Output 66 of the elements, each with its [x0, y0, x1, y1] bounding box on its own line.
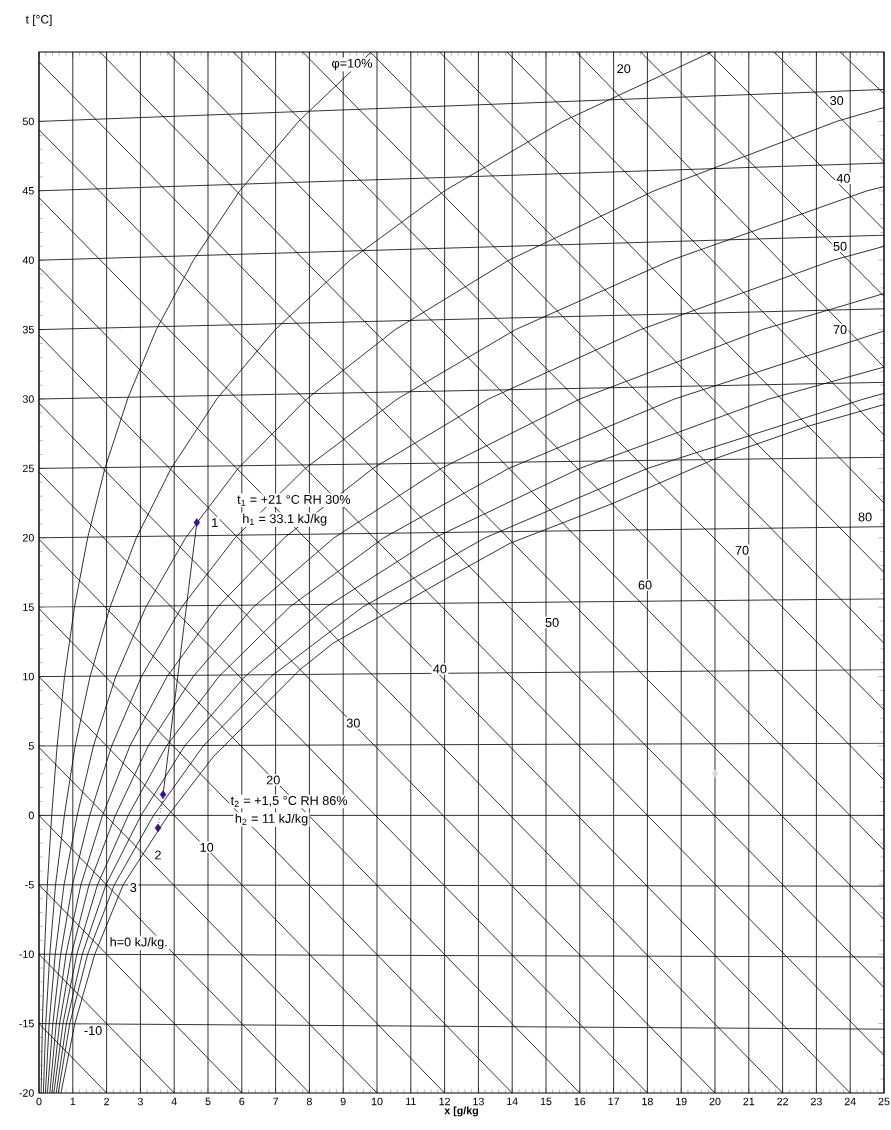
annotation: h$_{2}$ = 11 kJ/kg	[235, 813, 308, 826]
annotation: 60	[638, 580, 652, 590]
annotation: t$_{1}$ = +21 °C RH 30%	[237, 494, 351, 506]
x-tick-label: 8	[306, 1097, 312, 1106]
y-tick-label: -10	[19, 950, 34, 958]
x-tick-label: 1	[70, 1097, 76, 1106]
y-tick-label: -5	[25, 881, 34, 889]
annotation: 30	[346, 718, 360, 728]
annotation: 40	[433, 664, 447, 674]
annotation: 2	[155, 850, 161, 860]
annotation: 20	[617, 64, 631, 74]
annotation: 3	[130, 883, 137, 893]
annotation: t$_{2}$ = +1,5 °C RH 86%	[230, 796, 348, 807]
annotation: 50	[545, 617, 559, 627]
x-tick-label: 23	[811, 1097, 822, 1106]
x-tick-label: 15	[540, 1097, 552, 1106]
annotation: h$_{1}$ = 33.1 kJ/kg	[243, 513, 327, 526]
y-tick-label: 20	[22, 534, 34, 542]
annotation: -10	[84, 1026, 102, 1036]
y-tick-label: 30	[22, 395, 34, 403]
annotation: 70	[833, 325, 847, 335]
annotation: 10	[200, 842, 214, 852]
y-tick-label: 25	[22, 464, 34, 473]
y-tick-label: -20	[19, 1089, 34, 1097]
annotation: φ=10%	[332, 58, 373, 71]
x-tick-label: 17	[608, 1097, 619, 1106]
annotation: 40	[836, 173, 850, 183]
x-tick-label: 7	[273, 1097, 279, 1106]
y-tick-label: 35	[22, 325, 34, 334]
y-tick-label: 45	[22, 187, 34, 195]
x-tick-label: 0	[36, 1097, 42, 1106]
x-tick-label: 12	[439, 1097, 450, 1106]
x-tick-label: 24	[844, 1097, 856, 1106]
x-tick-label: 2	[104, 1097, 110, 1106]
y-tick-label: 10	[23, 672, 34, 681]
x-tick-label: 25	[878, 1097, 890, 1106]
y-tick-label: 15	[23, 603, 34, 611]
x-tick-label: 9	[340, 1097, 346, 1106]
x-tick-label: 18	[642, 1097, 653, 1106]
annotation: 30	[830, 96, 844, 106]
annotation: h=0 kJ/kg.	[110, 937, 167, 949]
x-tick-label: 5	[205, 1097, 211, 1106]
annotation: 50	[833, 241, 847, 251]
annotation: 80	[858, 512, 872, 522]
y-tick-label: -15	[19, 1019, 34, 1028]
y-tick-label: 5	[28, 742, 34, 750]
annotation: 1	[212, 518, 218, 527]
y-axis-title: t [°C]	[25, 14, 52, 26]
x-tick-label: 11	[406, 1097, 416, 1106]
y-tick-label: 50	[22, 117, 34, 126]
x-tick-label: 19	[676, 1097, 687, 1106]
annotation: 20	[266, 775, 280, 785]
y-tick-label: 40	[22, 256, 34, 264]
x-tick-label: 22	[777, 1097, 788, 1106]
x-tick-label: 10	[371, 1097, 383, 1106]
x-tick-label: 13	[473, 1097, 484, 1106]
x-tick-label: 3	[137, 1097, 143, 1106]
x-tick-label: 6	[239, 1097, 245, 1106]
annotation: 70	[735, 545, 749, 555]
x-tick-label: 16	[574, 1097, 586, 1106]
x-axis-title: x [g/kg	[444, 1106, 478, 1117]
x-tick-label: 14	[507, 1097, 518, 1106]
x-tick-label: 21	[743, 1097, 755, 1106]
x-tick-label: 20	[709, 1097, 721, 1106]
x-tick-label: 4	[171, 1097, 177, 1106]
y-tick-label: 0	[28, 811, 34, 820]
